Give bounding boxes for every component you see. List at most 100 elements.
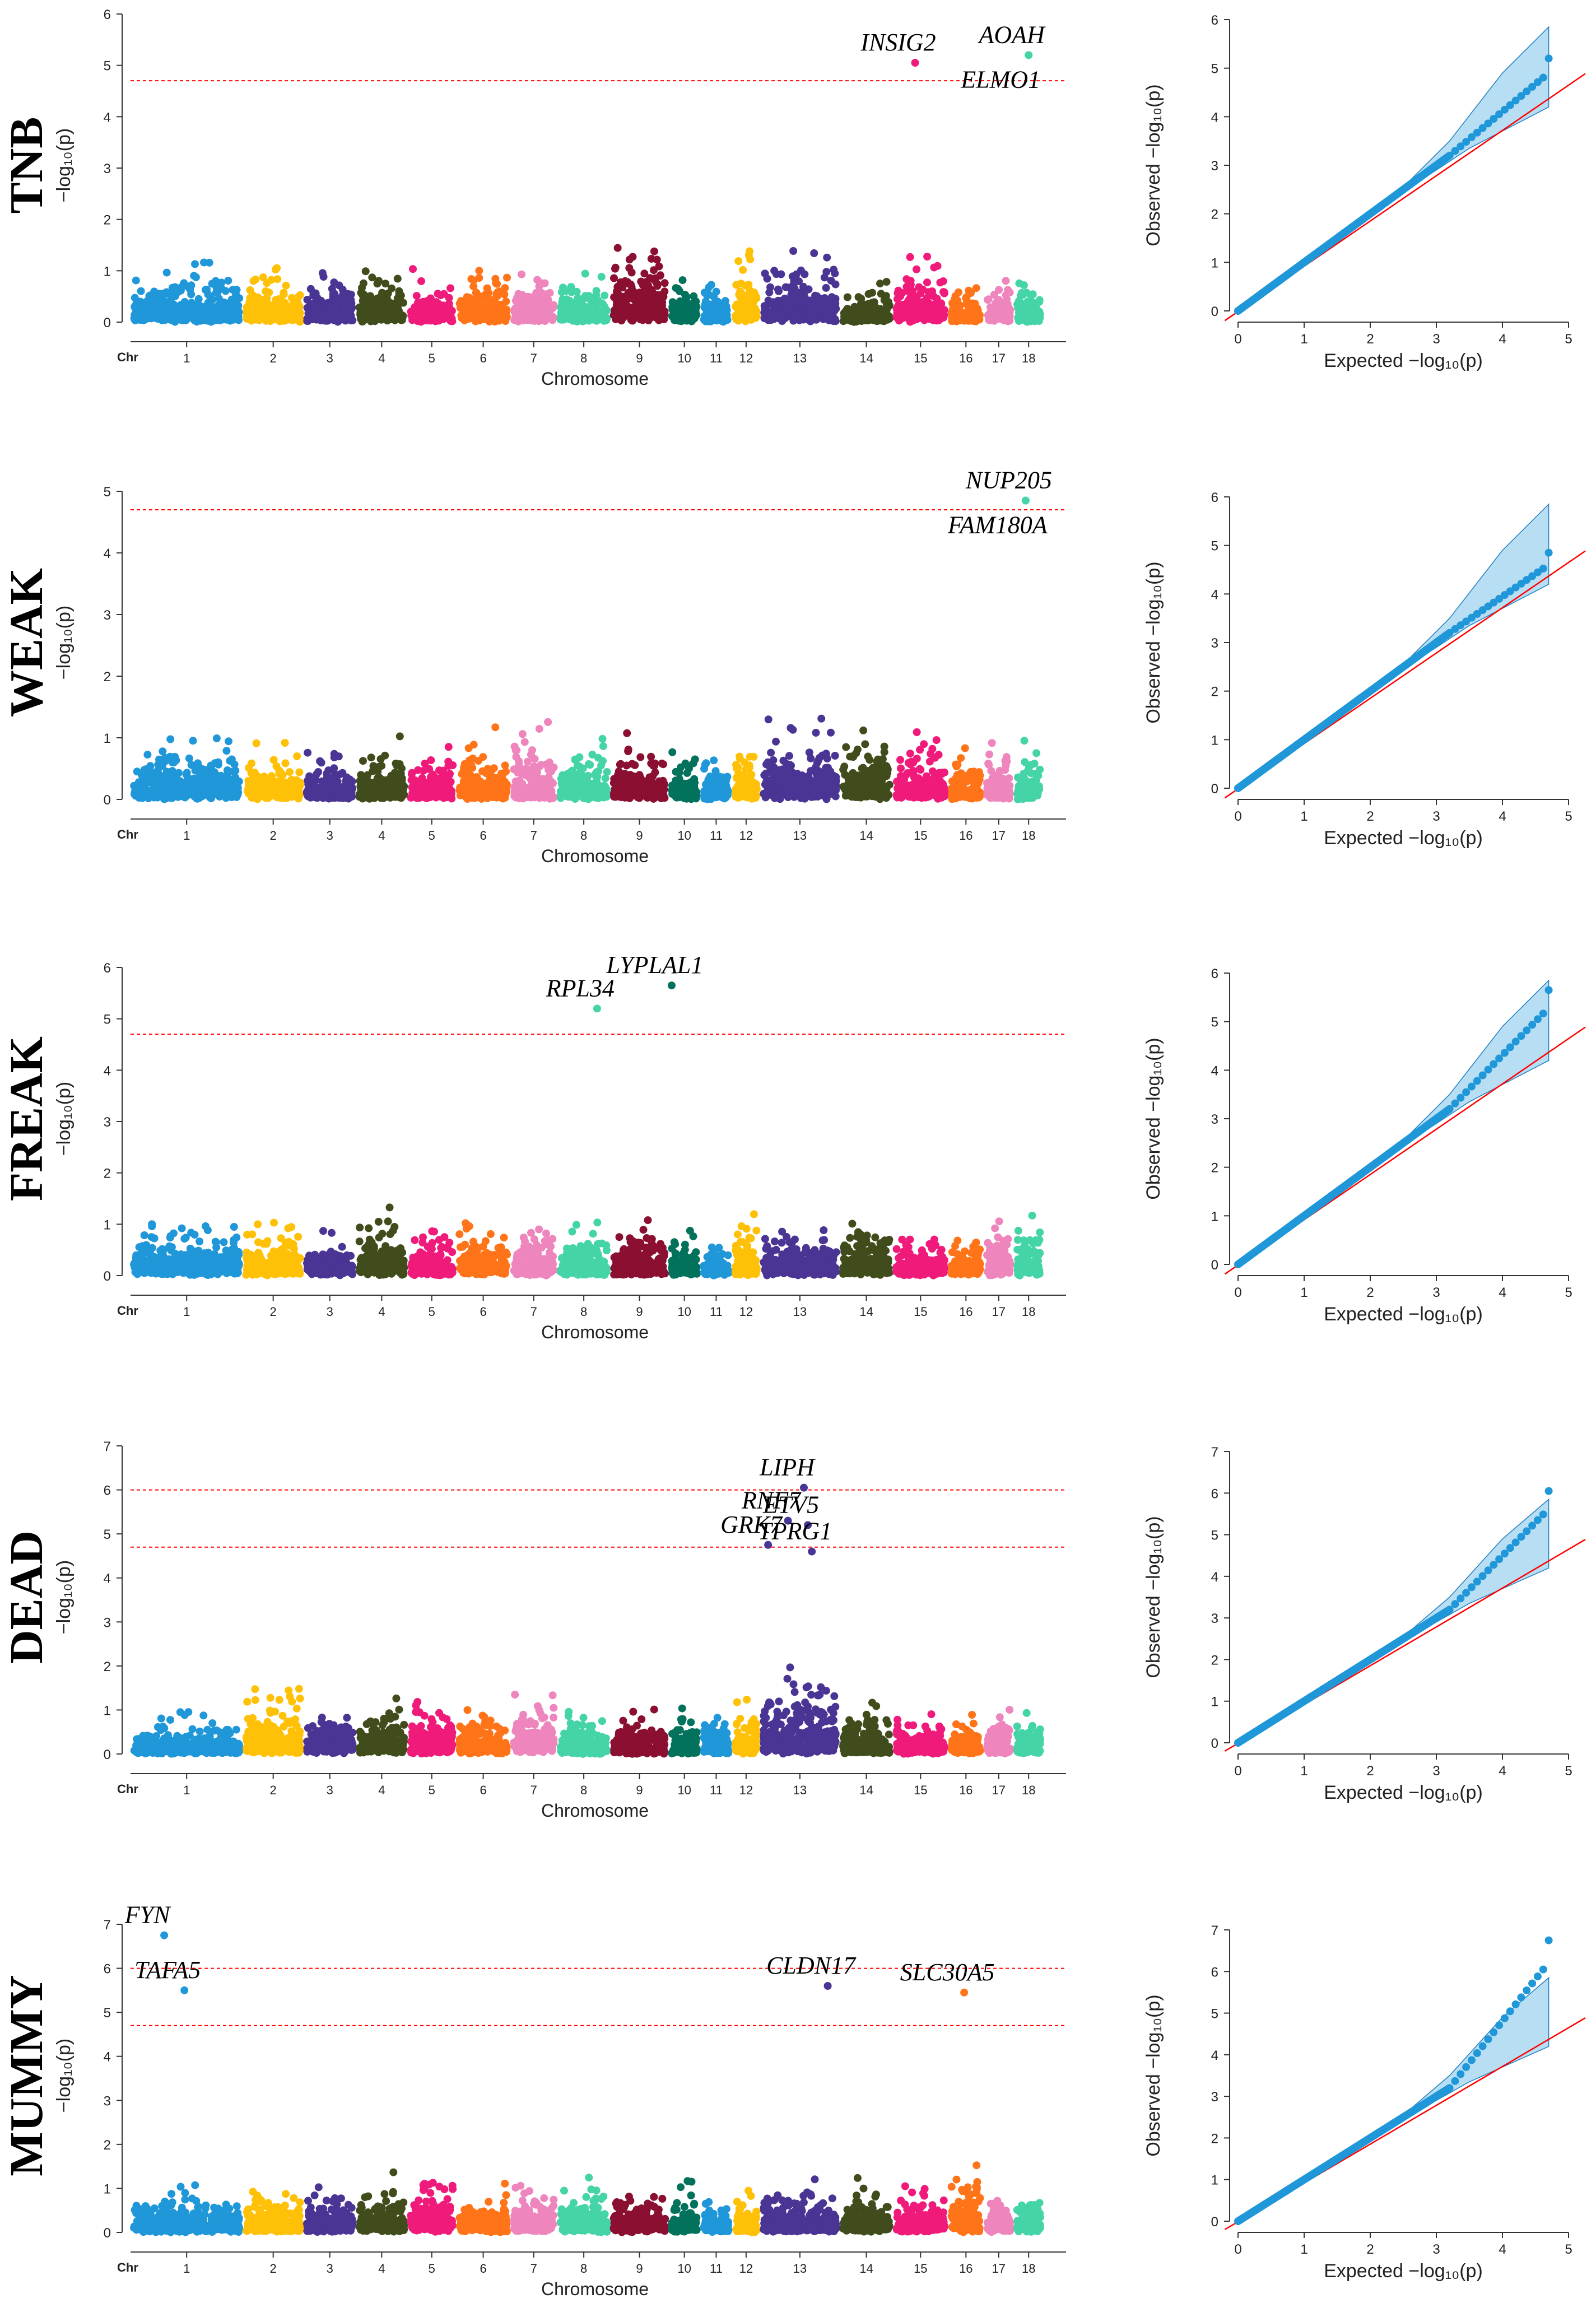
- snp-point: [716, 314, 724, 322]
- snp-point: [739, 266, 747, 274]
- snp-point: [746, 248, 753, 255]
- manhattan-y-label: −log₁₀(p): [53, 128, 75, 202]
- snp-point: [387, 299, 394, 307]
- snp-point: [536, 304, 544, 312]
- snp-point: [657, 304, 664, 311]
- snp-point: [386, 315, 394, 323]
- snp-point: [679, 276, 687, 284]
- chromosome-label: 5: [429, 351, 435, 365]
- snp-point: [310, 289, 318, 297]
- snp-point: [153, 314, 161, 322]
- snp-point: [648, 294, 656, 301]
- snp-point: [566, 297, 574, 305]
- snp-point: [547, 305, 555, 313]
- snp-point: [593, 313, 601, 320]
- snp-point: [518, 271, 525, 278]
- snp-point: [145, 313, 152, 320]
- chromosome-label: 9: [636, 351, 643, 365]
- snp-point: [782, 283, 790, 291]
- snp-point: [155, 290, 162, 297]
- snp-point: [789, 247, 797, 255]
- snp-point: [625, 264, 633, 272]
- snp-point: [732, 281, 740, 289]
- snp-point: [510, 308, 518, 315]
- snp-point: [190, 272, 198, 280]
- snp-point: [676, 297, 684, 305]
- snp-point: [362, 267, 370, 275]
- snp-point: [200, 259, 208, 267]
- snp-point: [567, 311, 575, 319]
- snp-point: [598, 299, 606, 307]
- snp-point: [708, 281, 715, 289]
- snp-point: [333, 309, 341, 317]
- snp-point: [199, 309, 207, 317]
- snp-point: [653, 282, 661, 290]
- snp-point: [734, 304, 742, 312]
- snp-point: [277, 296, 285, 304]
- snp-point: [191, 260, 199, 268]
- snp-point: [235, 294, 243, 302]
- snp-point: [318, 304, 326, 311]
- chromosome-label: 4: [378, 351, 385, 365]
- snp-point: [203, 317, 211, 325]
- snp-point: [163, 269, 171, 277]
- snp-point: [739, 298, 747, 306]
- snp-point: [348, 304, 356, 311]
- snp-point: [760, 309, 768, 317]
- snp-point: [523, 313, 531, 321]
- snp-point: [538, 296, 546, 304]
- snp-point: [409, 265, 417, 273]
- y-tick-label: 5: [104, 59, 111, 74]
- snp-point: [648, 255, 655, 263]
- snp-point: [737, 311, 745, 319]
- snp-point: [751, 290, 759, 297]
- snp-point: [282, 282, 290, 290]
- snp-point: [214, 288, 222, 296]
- snp-point: [345, 292, 352, 300]
- snp-point: [467, 275, 475, 283]
- snp-point: [581, 270, 589, 278]
- snp-point: [637, 278, 645, 286]
- snp-point: [277, 311, 285, 319]
- snp-point: [448, 307, 456, 315]
- snp-point: [690, 292, 697, 300]
- snp-point: [675, 304, 683, 312]
- snp-point: [467, 300, 475, 308]
- snp-point: [243, 311, 251, 319]
- snp-point: [821, 273, 829, 281]
- chr-axis-label: Chr: [117, 350, 138, 364]
- manhattan-x-label: Chromosome: [541, 369, 649, 389]
- snp-point: [579, 296, 587, 304]
- snp-point: [171, 283, 179, 291]
- snp-point: [441, 314, 449, 322]
- chromosome-label: 2: [270, 351, 277, 365]
- snp-point: [229, 286, 237, 294]
- snp-point: [492, 279, 500, 287]
- snp-point: [475, 304, 483, 311]
- snp-point: [528, 301, 536, 309]
- snp-point: [181, 311, 189, 319]
- chromosome-label: 6: [480, 351, 486, 365]
- snp-point: [375, 277, 383, 285]
- snp-point: [222, 287, 230, 295]
- snp-point: [232, 305, 240, 313]
- snp-point: [475, 267, 483, 274]
- snp-point: [166, 313, 174, 321]
- snp-point: [734, 257, 742, 265]
- snp-point: [619, 282, 627, 290]
- snp-point: [681, 291, 689, 299]
- snp-point: [674, 285, 682, 293]
- snp-point: [254, 294, 262, 301]
- snp-point: [273, 275, 281, 283]
- snp-point: [181, 298, 189, 306]
- snp-point: [328, 285, 336, 293]
- snp-point: [635, 310, 643, 318]
- snp-point: [773, 270, 780, 278]
- snp-point: [622, 299, 630, 306]
- snp-point: [558, 314, 566, 322]
- snp-point: [624, 310, 632, 318]
- snp-point: [397, 297, 404, 305]
- snp-point: [611, 265, 619, 273]
- snp-point: [446, 284, 454, 292]
- snp-point: [309, 304, 317, 311]
